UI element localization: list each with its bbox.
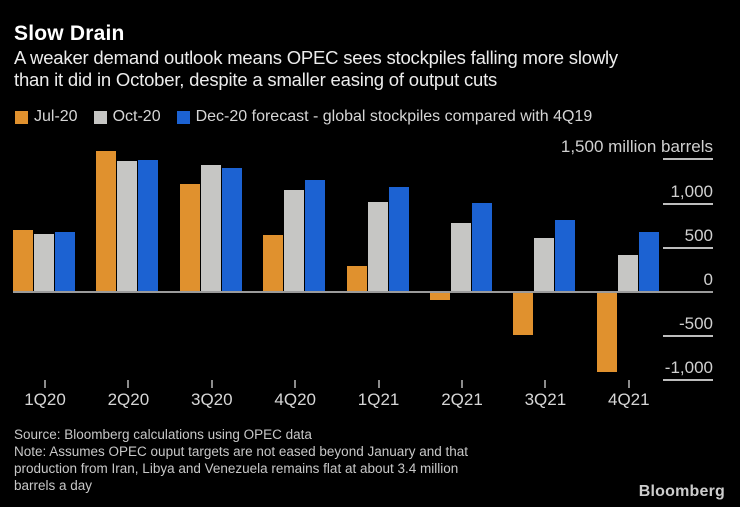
bar-1q20-oct-20	[34, 233, 54, 292]
x-axis-label: 4Q20	[274, 390, 316, 409]
methodology-note: Note: Assumes OPEC ouput targets are not…	[14, 444, 469, 493]
bar-3q21-dec-20	[555, 220, 576, 292]
y-axis-tick-line	[663, 379, 713, 382]
bar-3q21-oct-20	[534, 238, 555, 292]
x-axis-label: 1Q20	[24, 390, 66, 409]
bar-4q20-dec-20	[305, 179, 326, 292]
bar-1q21-jul-20	[346, 266, 367, 292]
bar-1q20-jul-20	[13, 230, 33, 292]
y-axis-tick-label: -500	[678, 314, 713, 334]
legend-label: Dec-20 forecast - global stockpiles comp…	[195, 108, 593, 125]
x-axis-tick	[627, 380, 630, 388]
bar-3q20-jul-20	[179, 184, 200, 292]
legend: Jul-20 Oct-20 Dec-20 forecast - global sto…	[15, 108, 592, 126]
x-axis-label: 1Q21	[357, 390, 400, 409]
bloomberg-logo: Bloomberg	[638, 483, 725, 500]
bar-1q20-dec-20	[55, 231, 75, 292]
bar-2q21-oct-20	[451, 223, 471, 292]
x-axis-tick	[210, 380, 213, 388]
legend-swatch-dec-20	[176, 110, 190, 124]
legend-swatch-oct-20	[93, 110, 107, 124]
bar-1q21-dec-20	[388, 186, 409, 292]
bar-2q21-dec-20	[472, 202, 492, 292]
bar-2q20-oct-20	[117, 161, 138, 292]
bar-2q21-jul-20	[430, 292, 450, 300]
x-axis-tick	[294, 380, 297, 388]
bar-4q21-oct-20	[617, 254, 638, 292]
y-axis-tick-label: 500	[684, 225, 713, 245]
legend-label: Oct-20	[112, 108, 161, 125]
y-axis-tick-line	[663, 335, 713, 338]
bar-4q21-dec-20	[638, 231, 659, 292]
x-axis-tick	[127, 380, 130, 388]
chart-subtitle: A weaker demand outlook means OPEC sees …	[14, 47, 618, 90]
bar-2q20-jul-20	[96, 151, 117, 292]
bar-3q21-jul-20	[513, 292, 534, 336]
source-note: Source: Bloomberg calculations using OPE…	[14, 427, 312, 442]
x-axis-tick	[461, 380, 463, 388]
legend-item-jul-20: Jul-20	[15, 108, 78, 126]
y-axis-tick-line	[663, 158, 713, 161]
y-axis-tick-label: -1,000	[664, 358, 713, 378]
y-axis-tick-label: 1,000	[670, 181, 713, 201]
legend-item-dec-20: Dec-20 forecast - global stockpiles comp…	[176, 108, 593, 126]
x-axis-label: 2Q20	[107, 390, 150, 409]
x-axis-label: 3Q20	[191, 390, 233, 409]
legend-label: Jul-20	[34, 108, 78, 125]
x-axis-tick	[44, 380, 46, 388]
y-axis-tick-label: 1,500 million barrels	[560, 137, 713, 157]
y-axis-tick-line	[663, 202, 713, 205]
bar-3q20-oct-20	[200, 164, 221, 292]
bar-4q20-jul-20	[263, 234, 284, 292]
y-axis-tick-label: 0	[703, 270, 713, 289]
bar-1q21-oct-20	[367, 201, 388, 292]
y-axis-tick-line	[663, 246, 713, 249]
legend-item-oct-20: Oct-20	[93, 108, 161, 126]
bar-4q21-jul-20	[596, 292, 617, 372]
bar-3q20-dec-20	[221, 168, 242, 292]
x-axis-label: 3Q21	[524, 390, 567, 409]
x-axis-baseline	[13, 291, 713, 293]
x-axis-label: 4Q21	[608, 390, 650, 409]
x-axis-tick	[377, 380, 380, 388]
x-axis-tick	[544, 380, 547, 388]
x-axis-label: 2Q21	[441, 390, 483, 409]
chart-title: Slow Drain	[14, 22, 125, 45]
bar-2q20-dec-20	[138, 160, 159, 292]
bar-4q20-oct-20	[284, 190, 305, 292]
legend-swatch-jul-20	[15, 110, 28, 124]
